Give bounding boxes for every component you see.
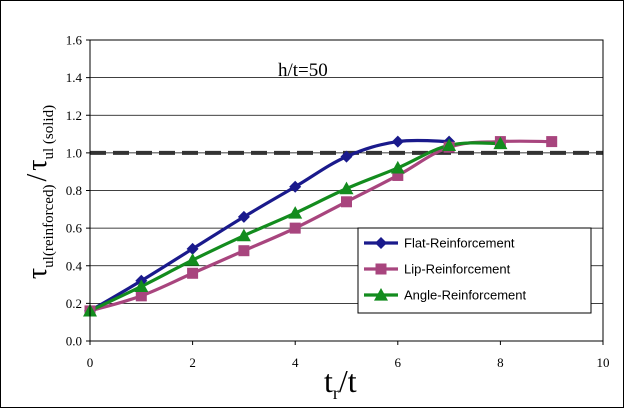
y-axis-label-slash: / <box>22 174 53 182</box>
data-point-angle-reinforcement-3 <box>236 228 251 242</box>
data-point-flat-reinforcement-3 <box>237 210 250 223</box>
data-point-angle-reinforcement-4 <box>288 206 303 219</box>
x-axis-label-main: t <box>324 363 333 399</box>
x-axis-label-sub: r <box>333 383 339 403</box>
data-point-lip-reinforcement-1 <box>135 290 147 302</box>
legend: Flat-Reinforcement Lip-Reinforcement Angle… <box>357 227 592 314</box>
x-tick-label-1: 2 <box>189 355 196 370</box>
y-tick-label-5: 1.0 <box>66 145 82 160</box>
data-point-angle-reinforcement-8 <box>493 136 508 150</box>
x-tick-label-5: 10 <box>597 355 610 370</box>
y-tick-label-1: 0.2 <box>66 296 82 311</box>
y-axis-label-main-2: τ <box>22 159 53 170</box>
data-point-angle-reinforcement-6 <box>390 160 405 174</box>
data-point-lip-reinforcement-3 <box>238 245 250 257</box>
y-tick-label-2: 0.4 <box>66 258 83 273</box>
x-tick-label-3: 6 <box>395 355 402 370</box>
y-tick-label-0: 0.0 <box>66 334 82 349</box>
x-axis-label: tr/t <box>324 363 357 403</box>
data-point-angle-reinforcement-7 <box>442 138 457 151</box>
y-tick-label-7: 1.4 <box>66 70 83 85</box>
legend-label-lip-reinforcement: Lip-Reinforcement <box>404 262 511 277</box>
y-tick-label-8: 1.6 <box>66 33 83 48</box>
data-point-angle-reinforcement-1 <box>134 279 149 293</box>
data-point-lip-reinforcement-9 <box>546 136 558 148</box>
data-point-flat-reinforcement-2 <box>186 242 199 255</box>
plot-area-border <box>89 39 604 342</box>
data-point-angle-reinforcement-5 <box>339 181 354 195</box>
legend-label-angle-reinforcement: Angle-Reinforcement <box>404 288 527 303</box>
y-tick-label-4: 0.8 <box>66 183 82 198</box>
data-point-lip-reinforcement-4 <box>289 222 301 234</box>
y-tick-label-3: 0.6 <box>66 221 83 236</box>
y-axis-label: τul(reinforced)/τul (solid) <box>22 105 57 279</box>
y-axis-label-sub-1: ul(reinforced) <box>41 185 57 268</box>
x-axis-label-rest: /t <box>339 363 357 399</box>
x-tick-label-0: 0 <box>87 355 94 370</box>
data-point-lip-reinforcement-2 <box>187 267 199 279</box>
legend-marker-lip-reinforcement <box>375 263 387 275</box>
x-tick-label-4: 8 <box>497 355 504 370</box>
x-tick-label-2: 4 <box>292 355 299 370</box>
data-point-lip-reinforcement-5 <box>341 196 352 208</box>
y-axis-label-main-1: τ <box>22 268 53 279</box>
data-point-lip-reinforcement-6 <box>392 169 404 181</box>
legend-marker-flat-reinforcement <box>375 237 387 249</box>
series-layer <box>83 135 558 317</box>
y-tick-label-6: 1.2 <box>66 108 82 123</box>
legend-marker-angle-reinforcement <box>374 288 388 301</box>
data-point-angle-reinforcement-2 <box>185 253 200 266</box>
legend-label-flat-reinforcement: Flat-Reinforcement <box>404 236 515 251</box>
data-point-flat-reinforcement-5 <box>340 150 353 163</box>
data-point-flat-reinforcement-6 <box>391 135 404 148</box>
data-point-flat-reinforcement-4 <box>289 180 302 193</box>
annotation-label: h/t=50 <box>278 60 328 81</box>
x-tick-labels: 0 2 4 6 8 10 <box>87 341 610 370</box>
y-axis-label-sub-2: ul (solid) <box>41 105 57 160</box>
y-tick-labels: 0.0 0.2 0.4 0.6 0.8 1.0 1.2 1.4 1.6 <box>66 33 90 349</box>
